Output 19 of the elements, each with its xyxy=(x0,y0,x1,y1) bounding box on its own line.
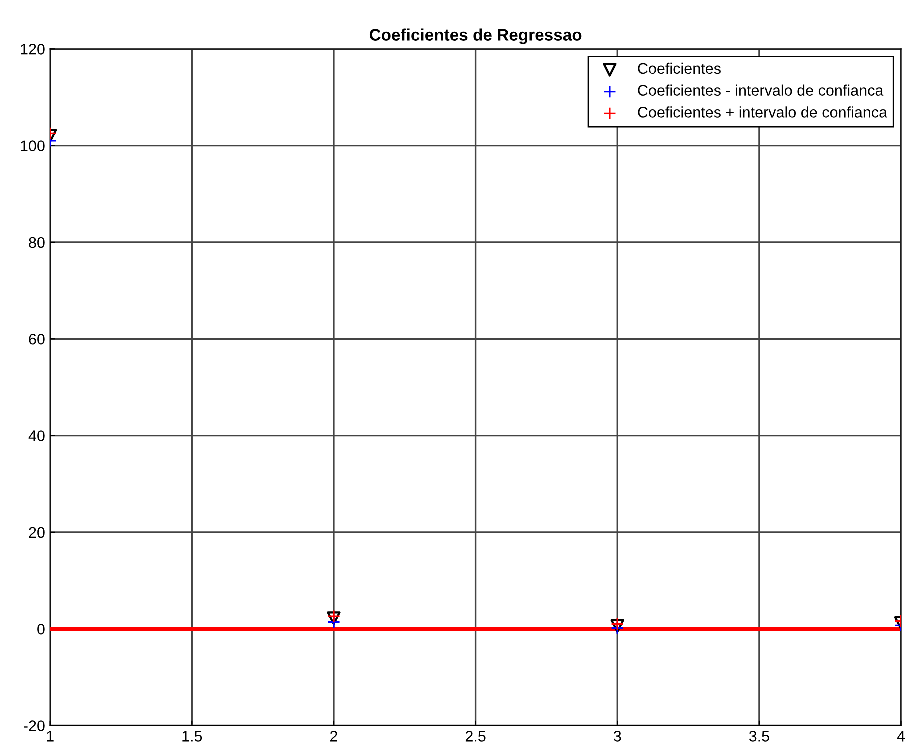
x-tick-label: 3 xyxy=(614,731,622,742)
y-tick-label: 100 xyxy=(21,140,45,152)
y-tick-label: 80 xyxy=(29,237,45,248)
legend-label: Coeficientes + intervalo de confianca xyxy=(638,106,888,118)
legend-label: Coeficientes - intervalo de confianca xyxy=(638,84,884,96)
x-tick-label: 4 xyxy=(897,731,906,742)
chart-title: Coeficientes de Regressao xyxy=(370,28,582,44)
y-tick-label: 60 xyxy=(29,334,45,345)
y-tick-label: 20 xyxy=(29,527,45,538)
x-tick-label: 2 xyxy=(330,731,338,742)
legend-label: Coeficientes xyxy=(638,62,721,74)
y-tick-label: -20 xyxy=(24,720,45,732)
x-tick-label: 1 xyxy=(47,731,54,742)
x-tick-label: 3.5 xyxy=(749,731,770,742)
x-tick-label: 1.5 xyxy=(182,731,202,742)
x-tick-label: 2.5 xyxy=(466,731,486,742)
y-tick-label: 40 xyxy=(28,430,45,442)
y-tick-label: 120 xyxy=(21,44,45,55)
y-tick-label: 0 xyxy=(38,624,45,635)
